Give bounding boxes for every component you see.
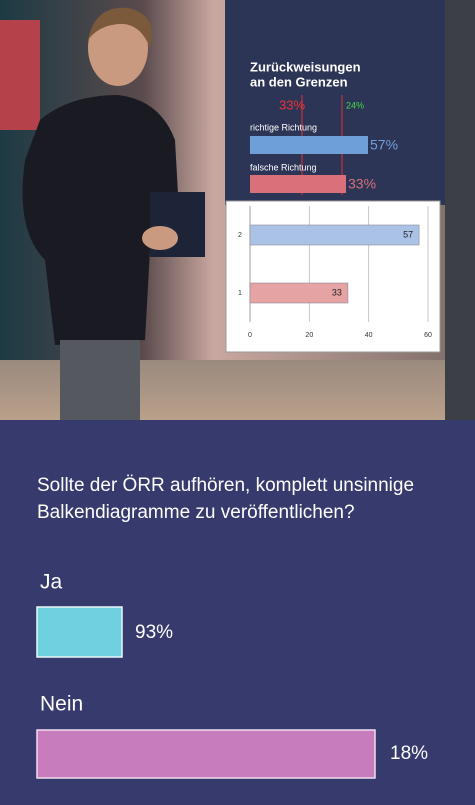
poll-option-result: 18% (390, 743, 428, 764)
tv-row-label: falsche Richtung (250, 162, 317, 172)
poll-option-result: 93% (135, 622, 173, 643)
studio-wall-accent (0, 20, 40, 130)
tv-title: an den Grenzen (250, 74, 348, 89)
data-label: 57 (403, 229, 413, 239)
presenter-head (88, 10, 148, 86)
presenter-hand (142, 226, 178, 250)
poll-option-bar (36, 606, 123, 658)
poll-option-label: Nein (40, 693, 83, 716)
presenter-legs (60, 340, 140, 420)
studio-pillar (445, 0, 475, 420)
poll-question: Sollte der ÖRR aufhören, komplett unsinn… (37, 475, 414, 496)
tv-row-bar (250, 136, 368, 154)
bar (249, 224, 420, 246)
tv-title: Zurückweisungen (250, 59, 361, 74)
x-tick-label: 60 (424, 332, 432, 339)
tv-row-bar (250, 175, 346, 193)
x-tick-label: 0 (248, 332, 252, 339)
tv-row-result: 57% (370, 137, 398, 153)
y-tick-label: 1 (238, 290, 242, 297)
poll-option-label: Ja (40, 571, 63, 594)
tv-row-result: 33% (348, 176, 376, 192)
tv-top-right: 24% (346, 100, 364, 110)
poll-option-bar (36, 729, 376, 779)
presenter-body (22, 95, 180, 345)
presenter-hair (88, 7, 152, 48)
tv-row-label: richtige Richtung (250, 122, 317, 132)
data-label: 33 (332, 287, 342, 297)
bar (249, 282, 349, 304)
inset-chart: 0 20 40 60 33 1 57 2 (238, 206, 432, 339)
inset-chart-frame (225, 200, 441, 353)
x-tick-label: 40 (365, 332, 373, 339)
tv-top-left: 33% (279, 97, 305, 112)
tv-screen (225, 0, 445, 205)
y-tick-label: 2 (238, 232, 242, 239)
x-tick-label: 20 (305, 332, 313, 339)
poll-question: Balkendiagramme zu veröffentlichen? (37, 502, 355, 523)
